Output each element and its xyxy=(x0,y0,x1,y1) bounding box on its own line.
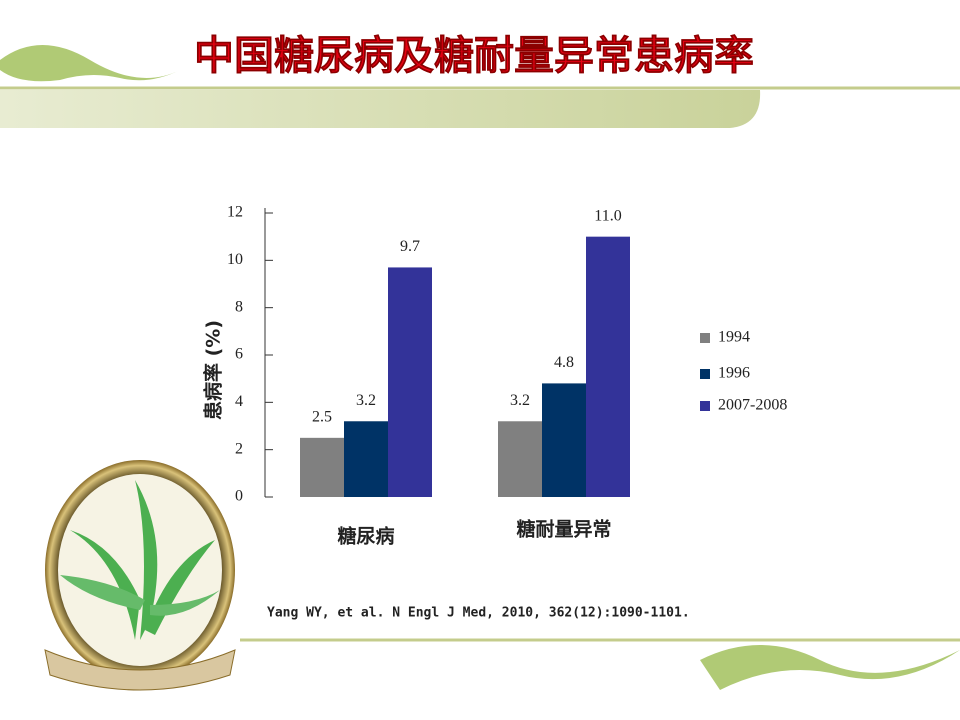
x-tick-label: 糖耐量异常 xyxy=(516,518,611,541)
bar xyxy=(344,421,388,497)
frame-ornament xyxy=(44,649,236,691)
value-label: 11.0 xyxy=(594,207,621,224)
bar xyxy=(300,437,344,497)
bar xyxy=(586,236,630,497)
bar xyxy=(542,383,586,497)
legend-label: 1996 xyxy=(718,365,750,382)
chart-title: 中国糖尿病及糖耐量异常患病率 xyxy=(194,33,754,79)
legend-label: 2007-2008 xyxy=(718,397,787,414)
plant xyxy=(60,480,220,640)
y-axis-label: 患病率 (%) xyxy=(202,320,225,420)
value-label: 3.2 xyxy=(356,392,376,409)
y-tick-label: 10 xyxy=(227,251,243,268)
bar xyxy=(498,421,542,497)
y-tick-label: 4 xyxy=(235,393,243,410)
legend-swatch xyxy=(700,369,710,379)
y-tick-label: 2 xyxy=(235,440,243,457)
bar xyxy=(388,267,432,497)
value-label: 3.2 xyxy=(510,392,530,409)
y-tick-label: 12 xyxy=(227,204,243,221)
legend-swatch xyxy=(700,333,710,343)
y-tick-label: 8 xyxy=(235,298,243,315)
vine-ornament xyxy=(0,45,180,82)
x-tick-label: 糖尿病 xyxy=(337,525,394,548)
value-label: 2.5 xyxy=(312,409,332,426)
header-band xyxy=(0,90,761,128)
value-label: 4.8 xyxy=(554,354,574,371)
legend-swatch xyxy=(700,401,710,411)
vine-ornament xyxy=(700,645,960,690)
plant-background xyxy=(58,474,222,666)
legend-label: 1994 xyxy=(718,329,750,346)
value-label: 9.7 xyxy=(400,238,420,255)
source-note: Yang WY, et al. N Engl J Med, 2010, 362(… xyxy=(267,606,690,621)
y-tick-label: 6 xyxy=(235,346,243,363)
y-tick-label: 0 xyxy=(235,488,243,505)
